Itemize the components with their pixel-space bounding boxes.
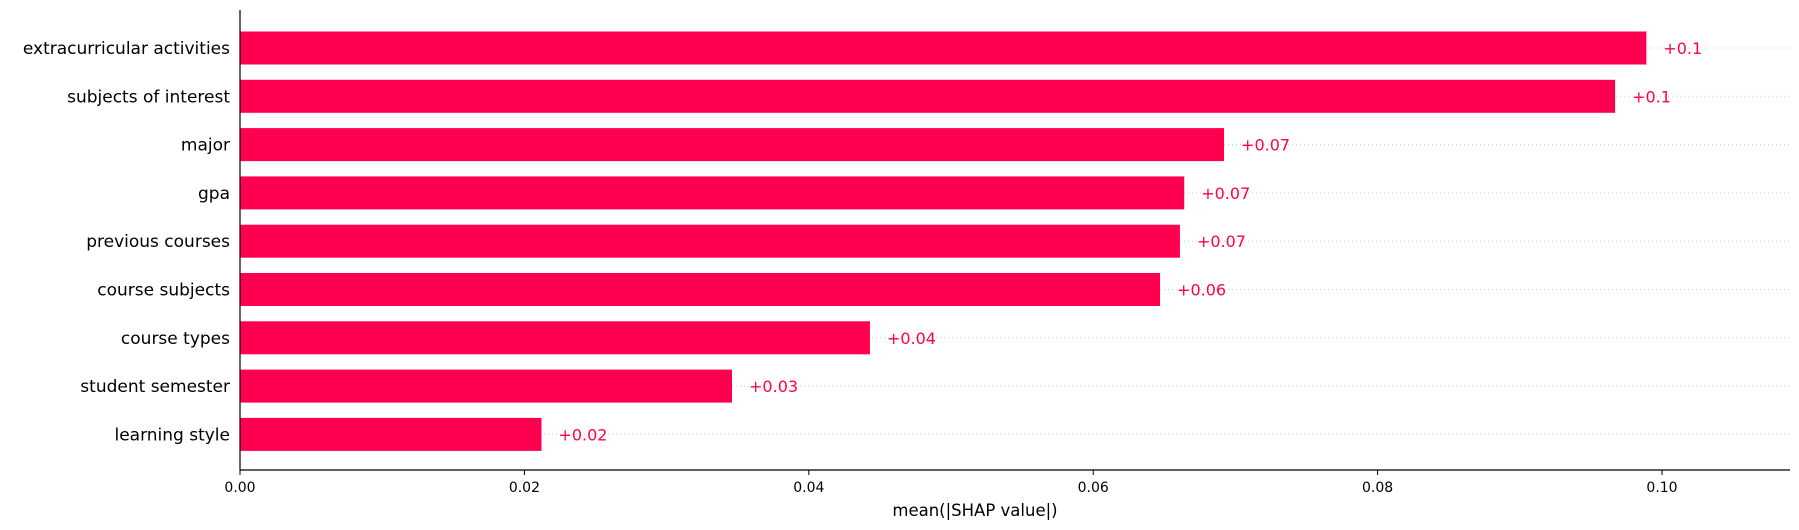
x-tick-label: 0.04: [793, 480, 824, 496]
bar: [240, 79, 1616, 113]
bar-value-label: +0.07: [1201, 184, 1250, 203]
category-label: previous courses: [86, 232, 230, 252]
bar: [240, 31, 1647, 65]
category-label: extracurricular activities: [23, 39, 230, 59]
category-label: student semester: [80, 377, 230, 397]
x-tick-label: 0.02: [509, 480, 540, 496]
bar-value-label: +0.03: [749, 377, 798, 396]
bar-value-label: +0.04: [887, 329, 936, 348]
bar: [240, 128, 1225, 162]
x-tick-label: 0.08: [1362, 480, 1393, 496]
category-label: course subjects: [97, 281, 230, 301]
x-tick-label: 0.00: [224, 480, 255, 496]
x-tick-label: 0.10: [1646, 480, 1677, 496]
bar: [240, 369, 733, 403]
x-axis-title: mean(|SHAP value|): [892, 501, 1057, 520]
bars: [240, 31, 1647, 451]
x-tick-label: 0.06: [1078, 480, 1109, 496]
bar-value-label: +0.02: [558, 425, 607, 444]
category-label: gpa: [198, 184, 230, 204]
bar-value-label: +0.07: [1241, 136, 1290, 155]
x-axis-ticks: 0.00 0.02 0.04 0.06 0.08 0.10: [224, 470, 1678, 496]
bar-value-label: +0.06: [1177, 281, 1226, 300]
bar-value-label: +0.07: [1197, 232, 1246, 251]
bar: [240, 176, 1185, 210]
bar: [240, 321, 870, 355]
bar-value-label: +0.1: [1663, 39, 1702, 58]
bar: [240, 224, 1180, 258]
bar: [240, 417, 542, 451]
bar-value-label: +0.1: [1632, 87, 1671, 106]
category-labels: extracurricular activities subjects of in…: [23, 39, 230, 445]
category-label: learning style: [114, 425, 230, 445]
bar: [240, 273, 1161, 306]
category-label: subjects of interest: [67, 87, 230, 107]
category-label: major: [181, 136, 230, 156]
value-labels: +0.1 +0.1 +0.07 +0.07 +0.07 +0.06 +0.04 +0.03 +0…: [558, 39, 1702, 444]
category-label: course types: [121, 329, 230, 349]
